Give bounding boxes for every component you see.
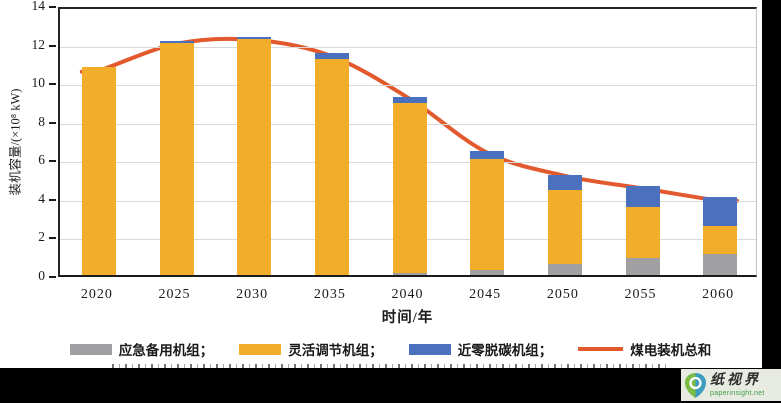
y-tick-label: 12 (31, 36, 46, 52)
legend-label: 应急备用机组； (118, 343, 214, 358)
grid-line (60, 46, 756, 48)
bar-segment-灵活调节机组 (81, 66, 116, 275)
legend-item: 煤电装机总和 (578, 339, 711, 359)
cropped-caption-strip (112, 364, 668, 368)
bar-segment-灵活调节机组 (625, 206, 660, 258)
bar-segment-应急备用机组 (392, 273, 427, 275)
bar-segment-灵活调节机组 (314, 59, 349, 275)
bar-segment-近零脱碳机组 (547, 174, 582, 191)
legend-label: 灵活调节机组； (288, 343, 383, 358)
bar-segment-灵活调节机组 (547, 190, 582, 265)
legend-item: 灵活调节机组； (239, 339, 383, 359)
bar-segment-近零脱碳机组 (314, 53, 349, 59)
legend-swatch (69, 343, 112, 355)
bar-segment-应急备用机组 (547, 264, 582, 275)
bar-segment-灵活调节机组 (159, 42, 194, 275)
watermark-text: 纸视界 paperinsight.net (710, 372, 765, 397)
x-axis-title: 时间/年 (381, 310, 434, 326)
x-tick-label: 2050 (546, 287, 579, 302)
right-crop-bar (762, 0, 781, 403)
bar-segment-近零脱碳机组 (625, 186, 660, 207)
bar-segment-近零脱碳机组 (470, 150, 505, 160)
x-tick-label: 2040 (391, 287, 424, 302)
y-axis-tick (49, 44, 56, 47)
legend-swatch (239, 343, 282, 355)
y-axis-tick (49, 276, 56, 278)
bar-segment-近零脱碳机组 (237, 36, 272, 39)
bar-segment-灵活调节机组 (392, 103, 427, 274)
bar-segment-灵活调节机组 (703, 225, 738, 254)
grid-line (60, 85, 756, 87)
watermark: 纸视界 paperinsight.net (681, 369, 781, 401)
y-axis-tick (49, 198, 56, 201)
legend-item: 近零脱碳机组； (408, 339, 553, 359)
plot-area (58, 7, 757, 277)
x-tick-label: 2060 (702, 287, 735, 302)
y-axis-tick (49, 83, 56, 86)
x-tick-label: 2055 (624, 287, 657, 302)
y-tick-label: 8 (38, 113, 45, 129)
y-axis-tick (49, 6, 56, 8)
y-tick-label: 0 (38, 268, 45, 283)
bar-segment-应急备用机组 (625, 257, 660, 275)
legend-item: 应急备用机组； (69, 339, 214, 359)
y-axis-tick (49, 160, 56, 163)
y-axis-tick (49, 121, 56, 124)
x-tick-label: 2035 (313, 287, 346, 302)
watermark-url: paperinsight.net (710, 389, 765, 397)
legend: 应急备用机组； 灵活调节机组； 近零脱碳机组； 煤电装机总和 (0, 339, 781, 359)
bar-segment-应急备用机组 (470, 270, 505, 275)
bar-segment-应急备用机组 (703, 253, 738, 275)
y-axis-tick (49, 237, 56, 240)
paperinsight-logo-icon (685, 372, 706, 398)
y-tick-label: 4 (38, 190, 45, 206)
y-tick-label: 10 (31, 75, 46, 91)
bar-segment-灵活调节机组 (470, 159, 505, 271)
bottom-crop-bar (0, 368, 781, 403)
legend-swatch (408, 343, 451, 355)
x-tick-label: 2020 (80, 287, 113, 302)
x-tick-label: 2030 (236, 287, 269, 302)
legend-swatch (578, 346, 624, 352)
y-tick-label: 14 (31, 0, 46, 13)
bar-segment-近零脱碳机组 (392, 96, 427, 104)
watermark-brand: 纸视界 (710, 372, 761, 388)
x-tick-label: 2045 (469, 287, 502, 302)
legend-label: 煤电装机总和 (630, 343, 712, 358)
y-tick-label: 2 (38, 229, 45, 245)
bar-segment-近零脱碳机组 (159, 40, 194, 43)
y-tick-label: 6 (38, 152, 45, 168)
bar-segment-近零脱碳机组 (703, 196, 738, 226)
legend-label: 近零脱碳机组； (457, 343, 553, 358)
bar-segment-灵活调节机组 (237, 38, 272, 275)
x-tick-label: 2025 (158, 287, 191, 302)
